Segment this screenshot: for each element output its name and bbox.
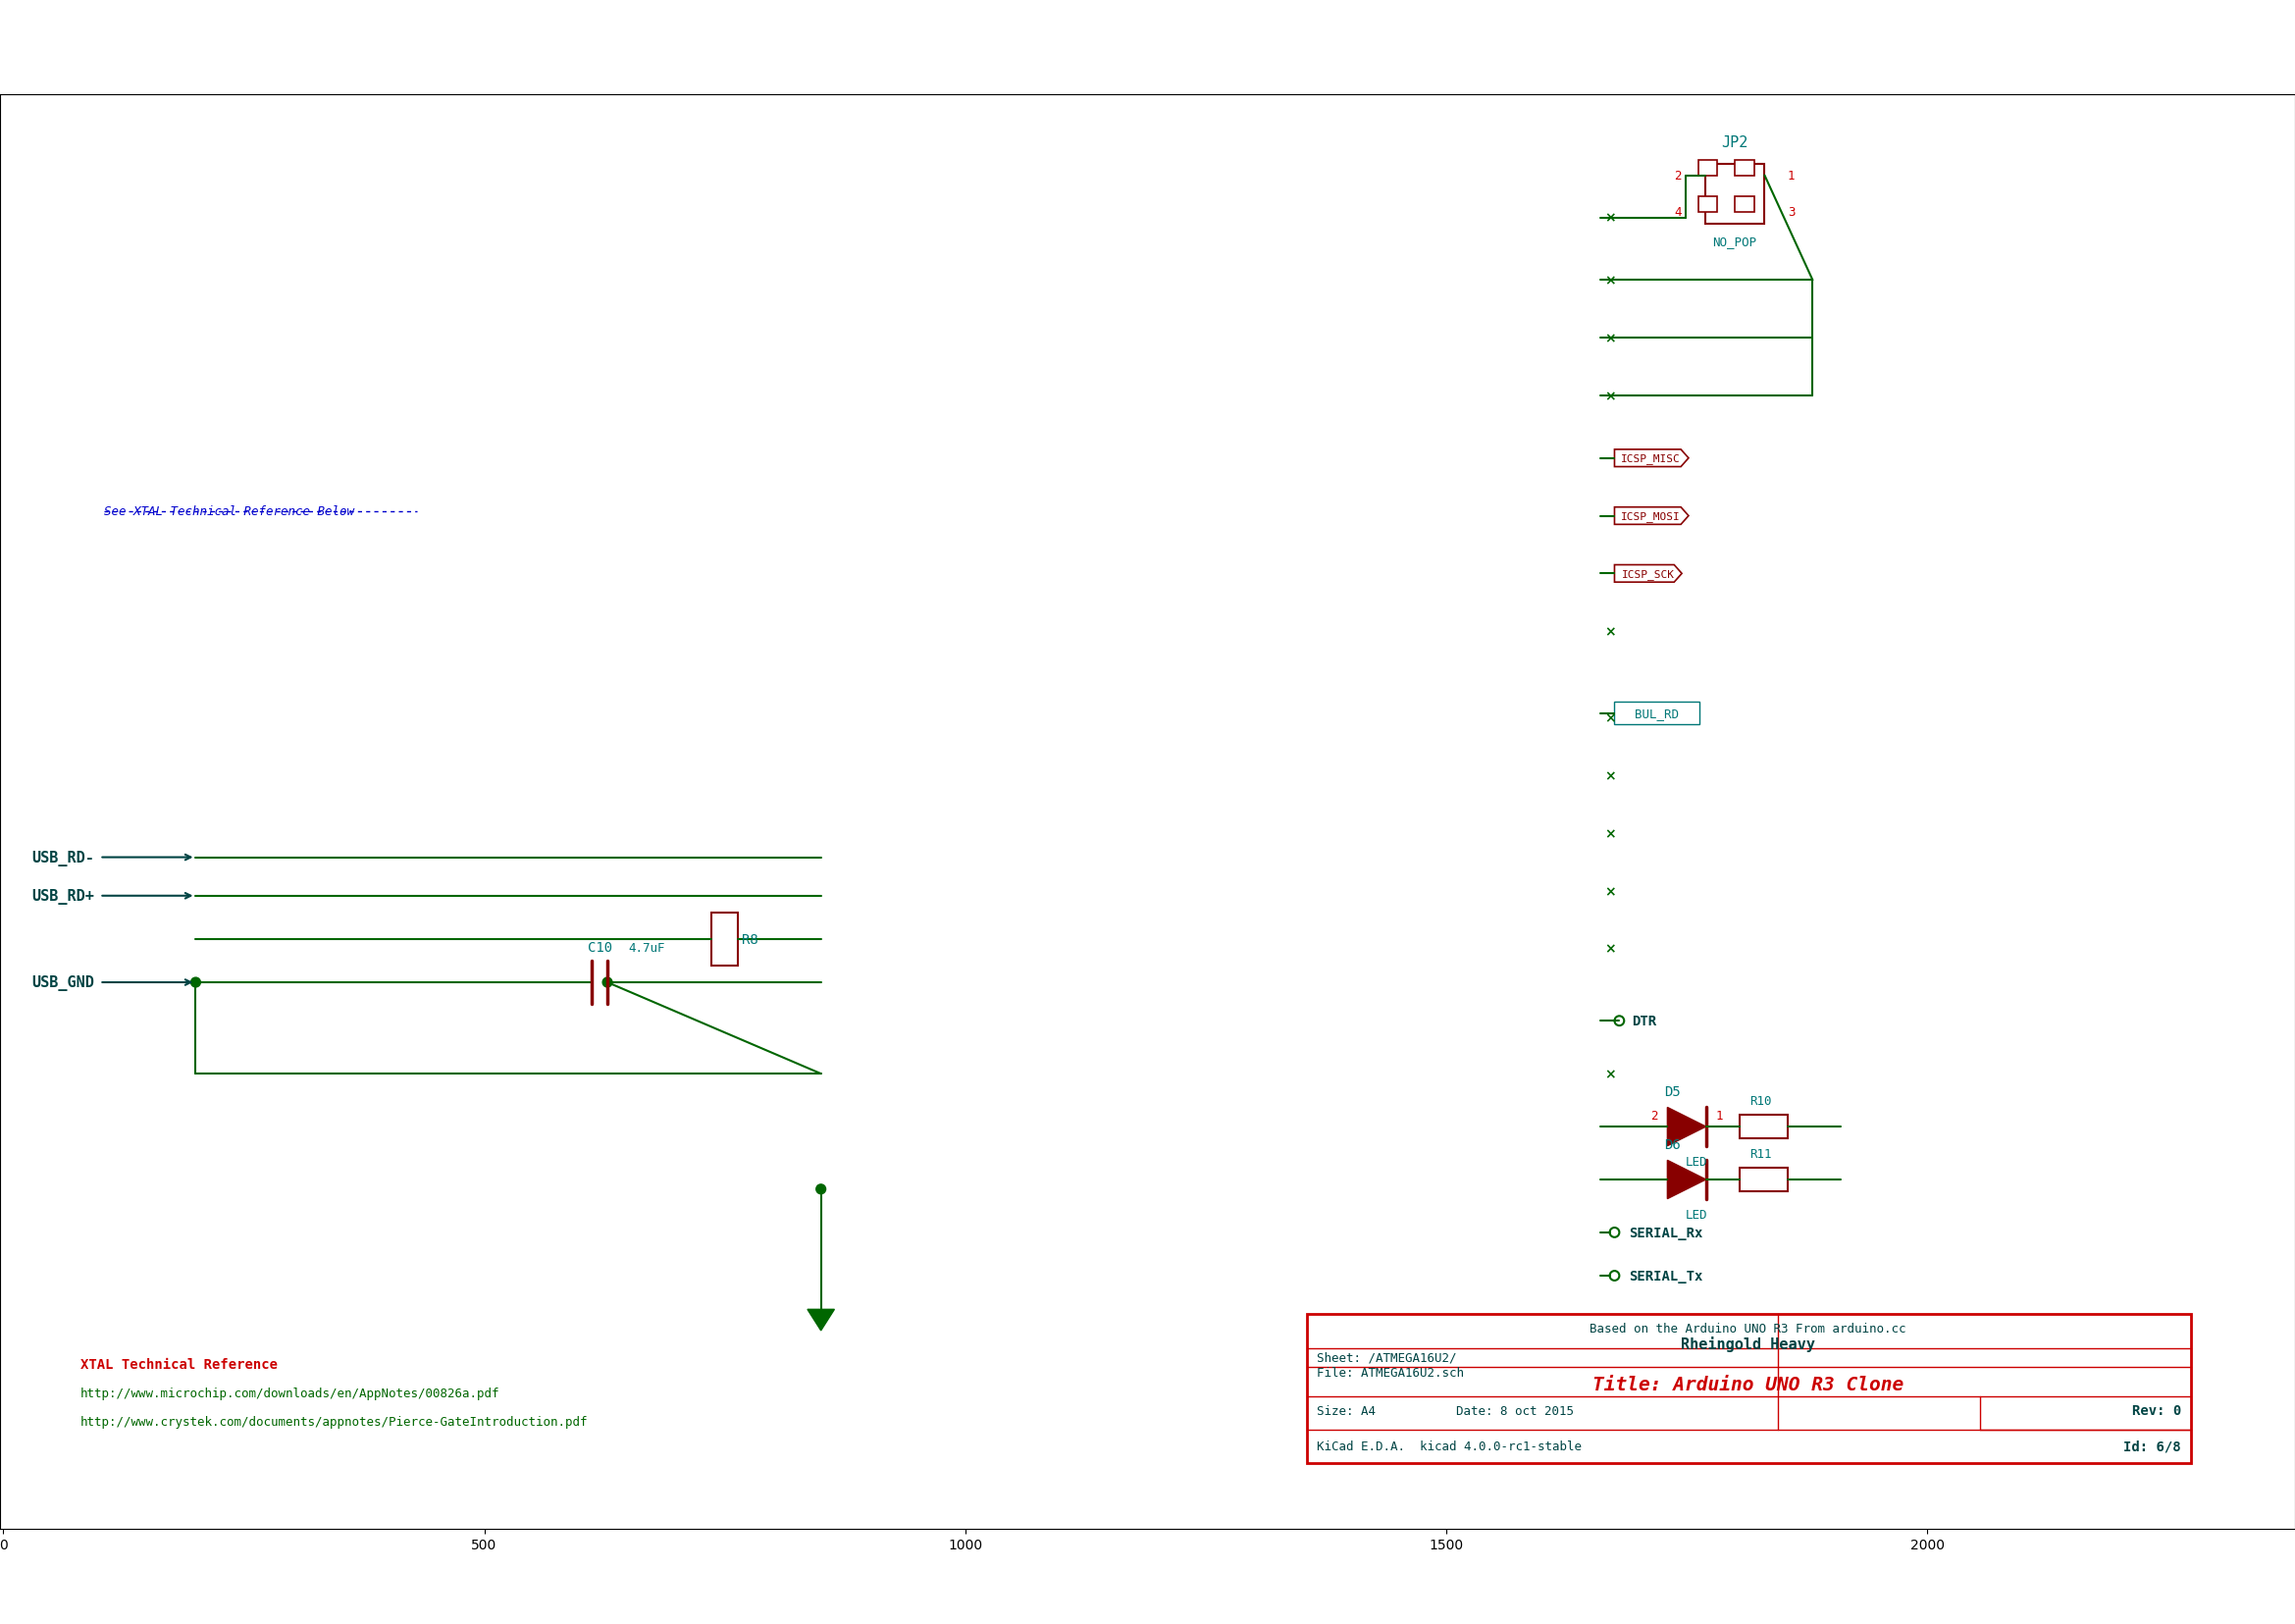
Text: Date: 8 oct 2015: Date: 8 oct 2015 bbox=[1455, 1405, 1574, 1416]
Polygon shape bbox=[1668, 1161, 1705, 1199]
Bar bbox=[1698, 161, 1717, 175]
Text: ×: × bbox=[1604, 770, 1616, 783]
Text: http://www.microchip.com/downloads/en/AppNotes/00826a.pdf: http://www.microchip.com/downloads/en/Ap… bbox=[80, 1387, 500, 1400]
Text: USB_RD+: USB_RD+ bbox=[32, 888, 94, 905]
Text: Based on the Arduino UNO R3 From arduino.cc: Based on the Arduino UNO R3 From arduino… bbox=[1590, 1322, 1907, 1335]
Circle shape bbox=[604, 978, 613, 987]
Bar bbox=[1306, 1314, 2192, 1463]
Bar bbox=[1740, 1116, 1788, 1138]
Polygon shape bbox=[1613, 565, 1682, 583]
Text: 4: 4 bbox=[1675, 206, 1682, 219]
Text: http://www.crystek.com/documents/appnotes/Pierce-GateIntroduction.pdf: http://www.crystek.com/documents/appnote… bbox=[80, 1415, 588, 1427]
Text: LED: LED bbox=[1685, 1156, 1707, 1168]
Text: ICSP_MOSI: ICSP_MOSI bbox=[1620, 512, 1680, 521]
Bar bbox=[1613, 702, 1698, 724]
Text: Sheet: /ATMEGA16U2/: Sheet: /ATMEGA16U2/ bbox=[1317, 1351, 1455, 1364]
Text: R10: R10 bbox=[1749, 1095, 1772, 1108]
Text: ×: × bbox=[1604, 211, 1616, 226]
Bar bbox=[1735, 161, 1753, 175]
Text: ×: × bbox=[1604, 1067, 1616, 1082]
Text: D6: D6 bbox=[1664, 1137, 1680, 1151]
Text: 2: 2 bbox=[1675, 169, 1682, 182]
Text: ICSP_SCK: ICSP_SCK bbox=[1623, 568, 1675, 580]
Text: Rheingold Heavy: Rheingold Heavy bbox=[1680, 1335, 1815, 1351]
Text: Rev: 0: Rev: 0 bbox=[2132, 1403, 2180, 1418]
Text: File: ATMEGA16U2.sch: File: ATMEGA16U2.sch bbox=[1317, 1366, 1464, 1379]
Text: Id: 6/8: Id: 6/8 bbox=[2123, 1439, 2180, 1453]
Text: ×: × bbox=[1604, 942, 1616, 957]
Text: C10: C10 bbox=[588, 940, 613, 953]
Text: XTAL Technical Reference: XTAL Technical Reference bbox=[80, 1358, 278, 1371]
Circle shape bbox=[817, 1184, 826, 1194]
Text: ×: × bbox=[1604, 827, 1616, 841]
Text: KiCad E.D.A.  kicad 4.0.0-rc1-stable: KiCad E.D.A. kicad 4.0.0-rc1-stable bbox=[1317, 1439, 1581, 1452]
Text: ICSP_MISC: ICSP_MISC bbox=[1620, 453, 1680, 464]
Text: R11: R11 bbox=[1749, 1148, 1772, 1161]
Text: USB_RD-: USB_RD- bbox=[32, 849, 94, 866]
Text: ×: × bbox=[1604, 711, 1616, 726]
Bar bbox=[1740, 1168, 1788, 1192]
Text: Size: A4: Size: A4 bbox=[1317, 1405, 1375, 1416]
Text: ×: × bbox=[1604, 390, 1616, 403]
Circle shape bbox=[190, 978, 200, 987]
Polygon shape bbox=[1613, 450, 1689, 468]
Text: 1: 1 bbox=[1714, 1109, 1724, 1122]
Text: 4.7uF: 4.7uF bbox=[629, 940, 666, 953]
Text: 3: 3 bbox=[1788, 206, 1795, 219]
Bar bbox=[1698, 197, 1717, 213]
Bar bbox=[711, 913, 739, 966]
Text: ×: × bbox=[1604, 274, 1616, 287]
Text: Title: Arduino UNO R3 Clone: Title: Arduino UNO R3 Clone bbox=[1593, 1376, 1905, 1393]
Text: SERIAL_Rx: SERIAL_Rx bbox=[1629, 1226, 1703, 1239]
Text: R8: R8 bbox=[741, 932, 757, 947]
Text: D5: D5 bbox=[1664, 1085, 1680, 1098]
Text: NO_POP: NO_POP bbox=[1712, 235, 1756, 248]
Text: JP2: JP2 bbox=[1721, 135, 1749, 149]
Text: BUL_RD: BUL_RD bbox=[1634, 706, 1680, 719]
Text: ×: × bbox=[1604, 625, 1616, 638]
Text: See XTAL Technical Reference Below: See XTAL Technical Reference Below bbox=[103, 505, 353, 518]
Polygon shape bbox=[1613, 508, 1689, 525]
Text: 2: 2 bbox=[1650, 1109, 1657, 1122]
Text: LED: LED bbox=[1685, 1208, 1707, 1221]
Text: 1: 1 bbox=[1788, 169, 1795, 182]
Text: DTR: DTR bbox=[1632, 1015, 1657, 1028]
Text: ×: × bbox=[1604, 331, 1616, 346]
Polygon shape bbox=[1668, 1108, 1705, 1147]
Text: SERIAL_Tx: SERIAL_Tx bbox=[1629, 1268, 1703, 1283]
Bar bbox=[1705, 164, 1765, 224]
Text: ×: × bbox=[1604, 885, 1616, 898]
Polygon shape bbox=[808, 1309, 835, 1330]
Text: USB_GND: USB_GND bbox=[32, 974, 94, 991]
Bar bbox=[1735, 197, 1753, 213]
